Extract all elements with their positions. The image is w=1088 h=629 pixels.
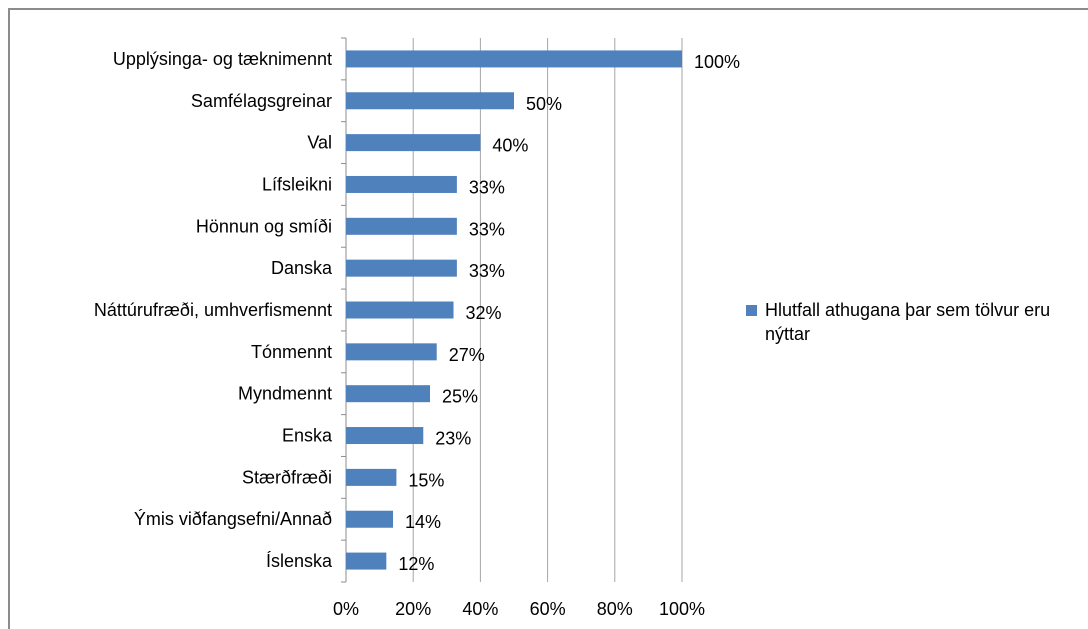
bar	[346, 343, 437, 361]
data-label: 33%	[469, 261, 505, 281]
x-tick-label: 20%	[395, 599, 431, 619]
x-tick-label: 100%	[659, 599, 705, 619]
data-label: 25%	[442, 387, 478, 407]
category-label: Náttúrufræði, umhverfismennt	[94, 300, 332, 320]
bar	[346, 385, 430, 403]
category-label: Tónmennt	[251, 342, 332, 362]
bar	[346, 50, 682, 68]
bar	[346, 92, 514, 110]
data-label: 12%	[398, 554, 434, 574]
bar	[346, 301, 454, 319]
category-label: Ýmis viðfangsefni/Annað	[134, 509, 332, 529]
data-label: 15%	[408, 470, 444, 490]
legend-swatch	[746, 305, 757, 316]
bar	[346, 217, 457, 235]
x-tick-label: 60%	[530, 599, 566, 619]
category-label: Hönnun og smíði	[196, 216, 332, 236]
legend: Hlutfall athugana þar sem tölvur eru nýt…	[746, 298, 1086, 346]
data-label: 23%	[435, 429, 471, 449]
data-label: 32%	[466, 303, 502, 323]
x-tick-labels: 0% 20% 40% 60% 80% 100%	[333, 599, 705, 619]
data-label: 33%	[469, 219, 505, 239]
bar	[346, 468, 397, 486]
data-label: 27%	[449, 345, 485, 365]
data-labels: 100% 50% 40% 33% 33% 33% 32% 27% 25% 23% 15% 14% 12%	[398, 52, 740, 574]
bar	[346, 134, 481, 152]
category-label: Lífsleikni	[262, 174, 332, 194]
x-tick-label: 0%	[333, 599, 359, 619]
bars	[346, 50, 682, 570]
bar	[346, 175, 457, 193]
data-label: 50%	[526, 94, 562, 114]
category-labels: Upplýsinga- og tæknimennt Samfélagsgreina…	[94, 49, 333, 571]
bar	[346, 510, 394, 528]
x-tick-label: 80%	[597, 599, 633, 619]
category-label: Íslenska	[266, 551, 333, 571]
bar	[346, 552, 387, 570]
data-label: 14%	[405, 512, 441, 532]
data-label: 33%	[469, 177, 505, 197]
category-label: Danska	[271, 258, 333, 278]
category-label: Stærðfræði	[242, 467, 332, 487]
x-tick-label: 40%	[462, 599, 498, 619]
bar	[346, 259, 457, 277]
category-label: Myndmennt	[238, 384, 332, 404]
data-label: 40%	[492, 136, 528, 156]
category-label: Upplýsinga- og tæknimennt	[113, 49, 332, 69]
category-label: Enska	[282, 426, 333, 446]
legend-label: Hlutfall athugana þar sem tölvur eru nýt…	[765, 300, 1051, 344]
bar	[346, 427, 424, 445]
category-label: Samfélagsgreinar	[191, 91, 332, 111]
data-label: 100%	[694, 52, 740, 72]
category-label: Val	[307, 133, 332, 153]
